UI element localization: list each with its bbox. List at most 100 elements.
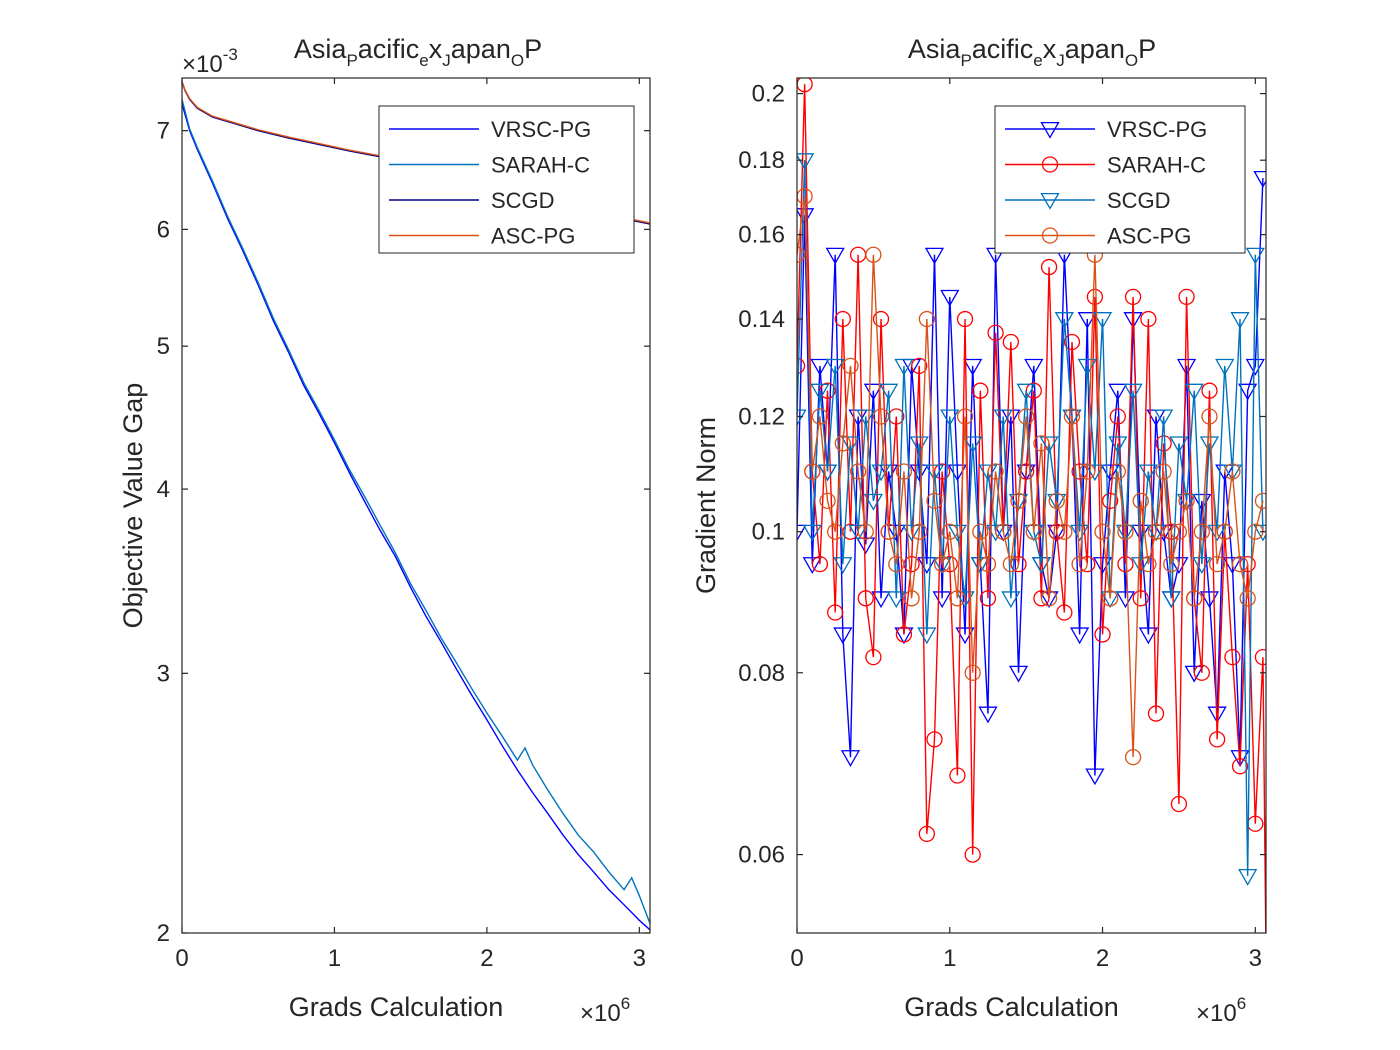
legend: VRSC-PG SARAH-C SCGD ASC-PG bbox=[994, 105, 1246, 254]
data-point-asc-pg bbox=[1163, 555, 1180, 573]
data-point-scgd bbox=[1115, 524, 1136, 542]
data-point-vrsc-pg bbox=[963, 358, 983, 376]
data-point-asc-pg bbox=[1170, 523, 1188, 540]
data-point-scgd bbox=[886, 591, 906, 609]
data-point-asc-pg bbox=[1025, 523, 1042, 540]
data-point-scgd bbox=[1169, 436, 1189, 454]
data-point-asc-pg bbox=[797, 246, 806, 263]
data-point-sarah-c bbox=[834, 310, 851, 328]
data-point-sarah-c bbox=[1086, 288, 1104, 306]
data-point-vrsc-pg bbox=[1024, 358, 1044, 376]
data-point-scgd bbox=[909, 436, 929, 454]
data-point-scgd bbox=[856, 409, 876, 427]
data-point-asc-pg bbox=[1132, 492, 1149, 510]
data-point-asc-pg bbox=[842, 357, 859, 375]
data-point-asc-pg bbox=[1216, 523, 1233, 540]
data-point-asc-pg bbox=[1018, 408, 1035, 425]
legend-marker-vrsc-pg bbox=[1040, 121, 1060, 139]
data-point-vrsc-pg bbox=[1085, 768, 1105, 786]
data-point-vrsc-pg bbox=[1115, 591, 1136, 609]
data-point-sarah-c bbox=[1109, 408, 1126, 425]
data-point-vrsc-pg bbox=[978, 706, 998, 724]
data-point-asc-pg bbox=[918, 310, 936, 328]
data-point-scgd bbox=[848, 524, 868, 542]
data-point-sarah-c bbox=[1018, 463, 1035, 480]
data-point-asc-pg bbox=[1178, 492, 1195, 510]
data-point-asc-pg bbox=[857, 523, 874, 540]
legend-marker-asc-pg bbox=[1041, 227, 1059, 244]
data-point-scgd bbox=[1238, 868, 1258, 886]
data-point-asc-pg bbox=[1239, 590, 1256, 607]
data-point-scgd bbox=[1215, 358, 1235, 376]
data-point-scgd bbox=[1138, 464, 1158, 482]
data-point-sarah-c bbox=[1124, 288, 1142, 306]
data-point-vrsc-pg bbox=[1108, 383, 1128, 401]
data-point-asc-pg bbox=[1079, 463, 1096, 480]
data-point-sarah-c bbox=[1193, 664, 1210, 681]
data-point-vrsc-pg bbox=[1184, 665, 1204, 683]
data-point-vrsc-pg bbox=[1222, 557, 1243, 574]
data-point-vrsc-pg bbox=[825, 247, 845, 265]
data-point-vrsc-pg bbox=[797, 524, 807, 542]
data-point-scgd bbox=[1047, 493, 1067, 511]
data-point-scgd bbox=[1154, 409, 1174, 427]
data-point-sarah-c bbox=[1094, 626, 1111, 643]
data-point-asc-pg bbox=[1193, 523, 1210, 540]
data-point-sarah-c bbox=[1140, 310, 1157, 328]
data-point-sarah-c bbox=[1231, 758, 1249, 775]
y-tick-label: 0.12 bbox=[738, 403, 785, 430]
y-tick-label: 5 bbox=[157, 333, 170, 360]
data-point-sarah-c bbox=[1117, 555, 1134, 573]
data-point-vrsc-pg bbox=[856, 537, 876, 555]
data-point-asc-pg bbox=[895, 463, 913, 480]
data-point-scgd bbox=[1054, 312, 1074, 329]
data-point-scgd bbox=[1131, 557, 1151, 574]
x-exponent-label: ×106 bbox=[1196, 994, 1246, 1027]
data-point-scgd bbox=[1031, 557, 1052, 574]
y-tick-label: 0.16 bbox=[738, 222, 785, 249]
data-point-scgd bbox=[993, 409, 1013, 427]
y-tick-label: 0.1 bbox=[752, 519, 785, 546]
y-tick-label: 6 bbox=[157, 216, 170, 243]
data-point-sarah-c bbox=[956, 310, 974, 328]
data-point-asc-pg bbox=[926, 492, 943, 510]
x-axis-label: Grads Calculation bbox=[289, 992, 504, 1022]
legend-label: SCGD bbox=[1107, 188, 1171, 213]
data-point-sarah-c bbox=[987, 324, 1004, 341]
data-point-scgd bbox=[1184, 383, 1204, 401]
data-point-asc-pg bbox=[911, 523, 928, 540]
series-group bbox=[797, 78, 1266, 933]
data-point-scgd bbox=[917, 627, 937, 645]
y-tick-label: 3 bbox=[157, 660, 170, 687]
data-point-asc-pg bbox=[1124, 749, 1142, 766]
data-point-asc-pg bbox=[941, 523, 958, 540]
data-point-sarah-c bbox=[1040, 258, 1058, 276]
data-point-asc-pg bbox=[834, 435, 851, 452]
legend: VRSC-PG SARAH-C SCGD ASC-PG bbox=[378, 105, 635, 254]
data-point-asc-pg bbox=[1208, 555, 1226, 573]
data-point-asc-pg bbox=[949, 590, 966, 607]
data-point-asc-pg bbox=[804, 463, 821, 480]
data-point-asc-pg bbox=[979, 555, 997, 573]
data-point-asc-pg bbox=[1140, 555, 1157, 573]
data-point-asc-pg bbox=[1147, 523, 1165, 540]
legend-box bbox=[378, 105, 635, 254]
data-point-asc-pg bbox=[956, 408, 974, 425]
data-point-scgd bbox=[955, 591, 975, 609]
data-point-sarah-c bbox=[895, 626, 913, 643]
data-point-asc-pg bbox=[1010, 492, 1027, 510]
data-point-vrsc-pg bbox=[802, 557, 822, 574]
y-tick-label: 7 bbox=[157, 118, 170, 145]
data-point-scgd bbox=[1039, 436, 1059, 454]
data-point-asc-pg bbox=[964, 664, 981, 681]
y-axis-label: Gradient Norm bbox=[691, 417, 721, 594]
y-tick-label: 0.06 bbox=[738, 842, 785, 869]
data-point-asc-pg bbox=[1231, 555, 1249, 573]
legend-label: SARAH-C bbox=[491, 153, 590, 178]
data-point-vrsc-pg bbox=[1245, 358, 1265, 376]
data-point-asc-pg bbox=[995, 523, 1012, 540]
data-point-asc-pg bbox=[1094, 523, 1111, 540]
data-point-sarah-c bbox=[1002, 333, 1020, 351]
data-point-asc-pg bbox=[903, 590, 920, 607]
data-point-scgd bbox=[947, 524, 968, 542]
